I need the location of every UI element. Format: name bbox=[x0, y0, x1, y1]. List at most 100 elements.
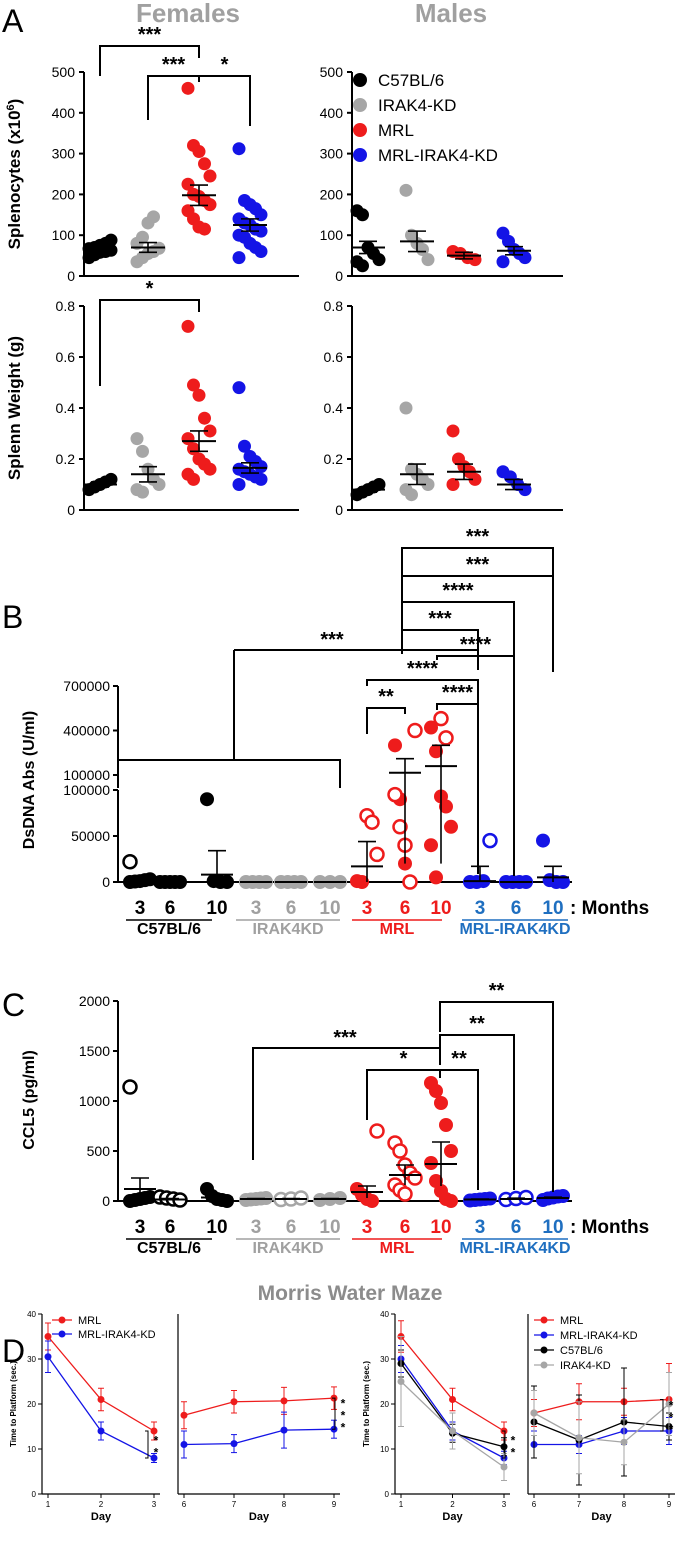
A-bracket-1-label: *** bbox=[138, 24, 162, 46]
D4-sig-label: * bbox=[669, 1398, 674, 1412]
B-bracket-1 bbox=[366, 707, 406, 734]
C-bracket-5-label: ** bbox=[489, 980, 505, 1002]
B-bracket-6-label: *** bbox=[428, 608, 452, 630]
D1-legend-label-1: MRL-IRAK4-KD bbox=[78, 1329, 156, 1341]
D1-ytick-label: 30 bbox=[27, 1355, 36, 1364]
C-ytick-label: 500 bbox=[87, 1143, 111, 1159]
D1-ytick-label: 0 bbox=[32, 1490, 37, 1499]
C-month-label: 3 bbox=[135, 1217, 146, 1238]
C-bracket-4-label: ** bbox=[469, 1013, 485, 1035]
C-month-label: 6 bbox=[286, 1217, 297, 1238]
A-wt-f-point bbox=[187, 378, 200, 392]
A-wt-m-ytick-label: 0.4 bbox=[324, 400, 344, 416]
C-strain-label: IRAK4KD bbox=[252, 1240, 323, 1257]
D4-xtick-label: 6 bbox=[532, 1500, 537, 1509]
B-ytick-label: 50000 bbox=[71, 828, 110, 844]
C-hollow-point bbox=[369, 1123, 385, 1139]
A-spl-f-point bbox=[181, 81, 195, 95]
B-month-label: 6 bbox=[511, 898, 522, 919]
B-bracket-4 bbox=[436, 655, 515, 876]
D1-legend-marker-1 bbox=[58, 1330, 66, 1338]
D2-sig-label: * bbox=[341, 1397, 346, 1411]
D1-point bbox=[150, 1454, 158, 1462]
panel-letter-d: D bbox=[2, 1333, 25, 1369]
B-hollow-point bbox=[438, 730, 454, 746]
A-bracket-2 bbox=[147, 75, 200, 120]
D1-ylabel: Time to Platform (sec.) bbox=[9, 1361, 18, 1447]
B-months-suffix: : Months bbox=[570, 898, 649, 919]
B-month-label: 3 bbox=[135, 898, 146, 919]
legend-label-3: MRL-IRAK4-KD bbox=[378, 146, 498, 165]
B-control-bar bbox=[117, 759, 341, 788]
D2-point bbox=[180, 1441, 188, 1448]
A-spl-f-ylabel: Splenocytes (x106) bbox=[5, 99, 24, 250]
A-bracket-1 bbox=[99, 45, 200, 76]
B-point bbox=[429, 744, 443, 759]
D3-xtick-label: 3 bbox=[502, 1500, 507, 1509]
D1-ytick-label: 10 bbox=[27, 1445, 36, 1454]
A-spl-m-point bbox=[356, 259, 369, 273]
B-strain-label: MRL bbox=[380, 921, 415, 938]
D1-xtick-label: 3 bbox=[152, 1500, 157, 1509]
D2-series-line bbox=[183, 1428, 335, 1446]
A-wt-f-point bbox=[198, 411, 211, 425]
D2-point bbox=[230, 1398, 238, 1406]
D3-point bbox=[500, 1443, 508, 1451]
header-females: Females bbox=[136, 0, 240, 28]
A-spl-f-point bbox=[232, 251, 246, 265]
C-strain-label: MRL-IRAK4KD bbox=[459, 1240, 570, 1257]
B-ytick-label: 100000 bbox=[63, 767, 110, 783]
D4-legend-label-1: MRL-IRAK4-KD bbox=[560, 1330, 638, 1342]
D3-xtick-label: 1 bbox=[399, 1500, 404, 1509]
B-bracket-4-label: **** bbox=[460, 634, 491, 656]
panel-letter-a: A bbox=[2, 3, 24, 39]
D1-legend-marker-0 bbox=[58, 1316, 66, 1324]
A-spl-f-point bbox=[181, 177, 195, 191]
B-bracket-2-label: **** bbox=[407, 658, 438, 680]
A-spl-m-point bbox=[421, 253, 435, 267]
B-point bbox=[200, 792, 214, 807]
A-spl-f-point bbox=[198, 222, 211, 236]
A-wt-m-point bbox=[468, 472, 482, 486]
D3-ytick-label: 40 bbox=[380, 1310, 389, 1319]
A-spl-f-point bbox=[232, 142, 246, 156]
B-point bbox=[429, 870, 443, 885]
D1-point bbox=[44, 1333, 52, 1340]
D3-xlabel: Day bbox=[442, 1511, 463, 1523]
B-hollow-point bbox=[369, 846, 385, 863]
A-bracket-3-label: * bbox=[221, 54, 229, 76]
C-bracket-4 bbox=[439, 1034, 515, 1190]
B-bracket-3 bbox=[436, 703, 479, 874]
C-ytick-label: 0 bbox=[102, 1193, 110, 1209]
D2-sig-label: * bbox=[341, 1409, 346, 1423]
C-bracket-1 bbox=[252, 1047, 441, 1160]
D2-point bbox=[280, 1426, 288, 1434]
B-point bbox=[424, 720, 438, 735]
A-wt-f-point bbox=[203, 462, 217, 476]
A-spl-m-point bbox=[399, 183, 413, 197]
A-wt-m-point bbox=[446, 424, 460, 438]
C-month-label: 3 bbox=[362, 1217, 373, 1238]
A-bracket-4-label: * bbox=[146, 278, 154, 300]
A-wt-f-point bbox=[130, 432, 144, 446]
legend-marker-3 bbox=[353, 148, 367, 162]
D3-ylabel: Time to Platform (sec.) bbox=[362, 1361, 371, 1447]
D4-legend-marker-3 bbox=[540, 1361, 548, 1369]
C-month-label: 3 bbox=[475, 1217, 486, 1238]
D1-point bbox=[44, 1353, 52, 1361]
A-wt-f-point bbox=[203, 424, 217, 438]
D3-point bbox=[449, 1427, 456, 1435]
D1-ytick-label: 20 bbox=[27, 1400, 36, 1409]
A-spl-m-ytick-label: 0 bbox=[335, 268, 343, 284]
A-spl-m-ytick-label: 200 bbox=[320, 186, 344, 202]
D3-sig-label: * bbox=[511, 1434, 516, 1448]
C-month-label: 6 bbox=[165, 1217, 176, 1238]
B-ytick-label: 400000 bbox=[63, 723, 110, 739]
D4-series-line bbox=[534, 1430, 669, 1446]
B-month-label: 10 bbox=[319, 898, 340, 919]
A-spl-f-point bbox=[136, 230, 149, 244]
D4-series-line bbox=[533, 1421, 670, 1441]
B-ytick-label: 0 bbox=[102, 874, 110, 890]
A-spl-m-ytick-label: 500 bbox=[320, 64, 344, 80]
B-ytick-label: 700000 bbox=[63, 678, 110, 694]
